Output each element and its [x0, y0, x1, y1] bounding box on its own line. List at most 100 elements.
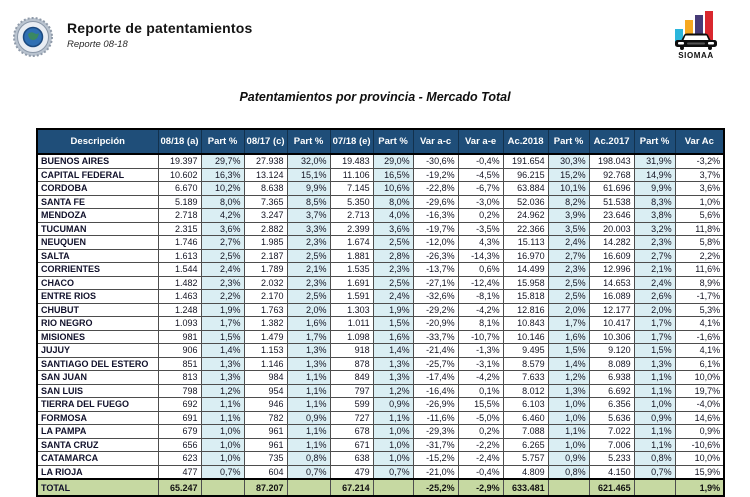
table-row: TUCUMAN 2.315 3,6% 2.882 3,3% 2.399 3,6% -19,7%… — [36, 221, 725, 236]
value-cell: 61.696 — [588, 181, 635, 196]
value-cell: 1,7% — [200, 316, 245, 331]
value-cell: 5.757 — [502, 451, 549, 466]
value-cell: 1,7% — [286, 329, 331, 344]
value-cell: 961 — [243, 437, 288, 452]
value-cell: 1.591 — [329, 289, 374, 304]
table-row: JUJUY 906 1,4% 1.153 1,3% 918 1,4% -21,4% -1,3% 9… — [36, 343, 725, 358]
value-cell: 1.146 — [243, 356, 288, 371]
value-cell: -10,6% — [674, 437, 725, 452]
value-cell: 2,7% — [633, 248, 676, 263]
province-name: SAN JUAN — [36, 370, 159, 385]
value-cell: 0,7% — [633, 464, 676, 480]
value-cell: 4,2% — [200, 208, 245, 223]
column-header-4: Part % — [286, 128, 331, 155]
province-name: SANTIAGO DEL ESTERO — [36, 356, 159, 371]
value-cell: 2.170 — [243, 289, 288, 304]
value-cell: 0,7% — [286, 464, 331, 480]
value-cell: 5,6% — [674, 208, 725, 223]
value-cell: 1,0% — [200, 451, 245, 466]
column-header-1: 08/18 (a) — [157, 128, 202, 155]
value-cell: 2,0% — [547, 302, 590, 317]
value-cell: 52.036 — [502, 194, 549, 209]
value-cell: 198.043 — [588, 153, 635, 169]
value-cell: 15.113 — [502, 235, 549, 250]
value-cell: 1.789 — [243, 262, 288, 277]
value-cell: 3,6% — [372, 221, 414, 236]
value-cell: 849 — [329, 370, 374, 385]
value-cell: 19.483 — [329, 153, 374, 169]
value-cell: 32,0% — [286, 153, 331, 169]
value-cell: 1,7% — [547, 316, 590, 331]
value-cell: -17,4% — [412, 370, 459, 385]
value-cell: 7.145 — [329, 181, 374, 196]
value-cell: 7.006 — [588, 437, 635, 452]
value-cell: -29,6% — [412, 194, 459, 209]
value-cell: 9.495 — [502, 343, 549, 358]
value-cell: 906 — [157, 343, 202, 358]
value-cell: 29,7% — [200, 153, 245, 169]
value-cell: 15,2% — [547, 167, 590, 182]
value-cell: 10,6% — [372, 181, 414, 196]
value-cell: -3,0% — [457, 194, 504, 209]
total-value-cell — [286, 478, 331, 497]
value-cell: 29,0% — [372, 153, 414, 169]
value-cell: 1,4% — [200, 343, 245, 358]
value-cell: 8,3% — [633, 194, 676, 209]
value-cell: 30,3% — [547, 153, 590, 169]
value-cell: -4,2% — [457, 370, 504, 385]
value-cell: 3,9% — [547, 208, 590, 223]
value-cell: 9,9% — [633, 181, 676, 196]
value-cell: 12.177 — [588, 302, 635, 317]
value-cell: 2,3% — [286, 275, 331, 290]
value-cell: 2.032 — [243, 275, 288, 290]
value-cell: 6.460 — [502, 410, 549, 425]
province-name: SAN LUIS — [36, 383, 159, 398]
value-cell: 3,8% — [633, 208, 676, 223]
value-cell: 1,6% — [372, 329, 414, 344]
value-cell: 1.482 — [157, 275, 202, 290]
value-cell: 1.093 — [157, 316, 202, 331]
value-cell: 5,8% — [674, 235, 725, 250]
value-cell: 1,1% — [547, 424, 590, 439]
value-cell: -0,4% — [457, 464, 504, 480]
value-cell: 813 — [157, 370, 202, 385]
value-cell: 1.011 — [329, 316, 374, 331]
value-cell: -4,2% — [457, 302, 504, 317]
value-cell: 16.089 — [588, 289, 635, 304]
value-cell: 8.089 — [588, 356, 635, 371]
value-cell: 2,5% — [547, 289, 590, 304]
value-cell: 1,9% — [372, 302, 414, 317]
value-cell: 2,5% — [286, 289, 331, 304]
table-row: CHACO 1.482 2,3% 2.032 2,3% 1.691 2,5% -27,1% -1… — [36, 275, 725, 290]
value-cell: 10,1% — [547, 181, 590, 196]
value-cell: 1.248 — [157, 302, 202, 317]
bar-icon-purple — [695, 15, 703, 42]
value-cell: 1,3% — [200, 356, 245, 371]
value-cell: 0,9% — [633, 410, 676, 425]
value-cell: 3,5% — [547, 221, 590, 236]
table-row: MISIONES 981 1,5% 1.479 1,7% 1.098 1,6% -33,7% -… — [36, 329, 725, 344]
siomaa-logo: SIOMAA — [670, 10, 722, 60]
value-cell: 4.809 — [502, 464, 549, 480]
value-cell: -14,3% — [457, 248, 504, 263]
value-cell: 8.579 — [502, 356, 549, 371]
value-cell: 0,9% — [286, 410, 331, 425]
total-label: TOTAL — [36, 478, 159, 497]
value-cell: 96.215 — [502, 167, 549, 182]
value-cell: 4.150 — [588, 464, 635, 480]
value-cell: 6.938 — [588, 370, 635, 385]
value-cell: -3,5% — [457, 221, 504, 236]
value-cell: 2,7% — [200, 235, 245, 250]
value-cell: 1,0% — [547, 410, 590, 425]
value-cell: 981 — [157, 329, 202, 344]
column-header-12: Part % — [633, 128, 676, 155]
value-cell: 918 — [329, 343, 374, 358]
value-cell: 10,0% — [674, 451, 725, 466]
table-row: SALTA 1.613 2,5% 2.187 2,5% 1.881 2,8% -26,3% -1… — [36, 248, 725, 263]
value-cell: 1,0% — [372, 451, 414, 466]
value-cell: -2,4% — [457, 451, 504, 466]
value-cell: 2,1% — [286, 262, 331, 277]
value-cell: 5.189 — [157, 194, 202, 209]
value-cell: 1,9% — [200, 302, 245, 317]
value-cell: 9.120 — [588, 343, 635, 358]
